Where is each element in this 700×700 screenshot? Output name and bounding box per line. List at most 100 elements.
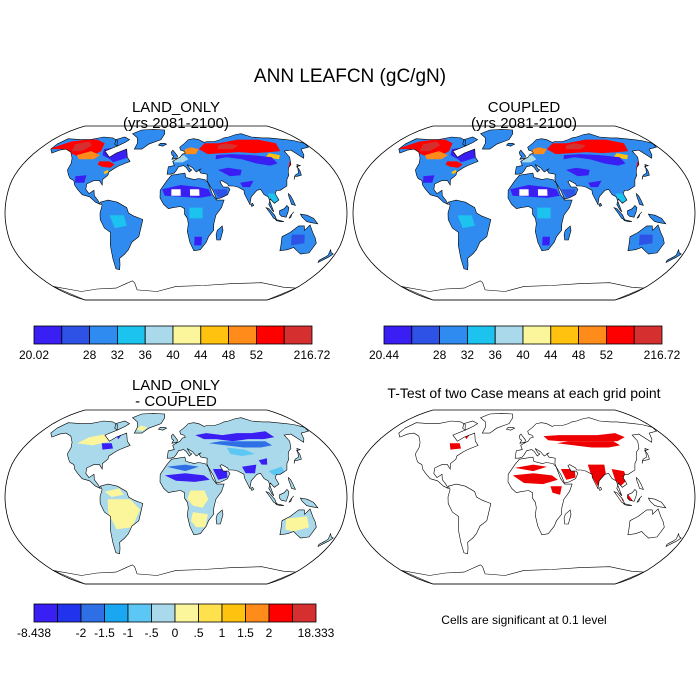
value-region [217,143,238,150]
value-region [104,488,124,497]
colorbar-swatch [439,325,468,345]
colorbar-swatch [283,325,313,345]
colorbar-swatch [550,325,579,345]
coastline-borneo [627,488,638,502]
value-region [537,207,551,219]
colorbar-swatch [127,603,152,623]
coastline-baffin [462,136,479,147]
value-region [71,141,93,152]
land-philippines [288,193,296,206]
value-region [71,449,92,463]
value-region [615,193,627,203]
value-region [519,189,529,196]
colorbar-tick-label: 216.72 [644,348,681,362]
value-region [543,433,625,442]
colorbar-tick-label: 28 [83,348,97,362]
land-sumatra [266,207,277,220]
coastline-borneo [279,488,290,502]
value-region [531,147,547,155]
value-region [189,207,203,219]
coastline-philippines [635,476,644,490]
land-north-america [398,137,479,205]
land-sumatra [614,491,625,504]
coastline-japan [293,448,302,464]
coastline-sri-lanka [598,202,603,207]
colorbar-swatch [200,325,230,345]
value-region [171,189,181,196]
map-border [4,409,348,585]
value-region [190,512,208,528]
colorbar-swatch [174,603,199,623]
value-region [209,441,273,448]
land-borneo [279,205,289,218]
colorbar-swatch [117,325,146,345]
colorbar-tick-label: 36 [489,348,503,362]
value-region [267,193,279,203]
land-japan [642,448,650,464]
value-region [566,167,590,177]
coastline-greenland [480,129,514,150]
coastline-sulawesi [636,495,643,503]
coastline-africa [507,456,573,536]
coastline-australia [279,224,317,255]
land-australia [627,508,665,538]
coastline-greenland [132,129,166,150]
coastline-sri-lanka [250,486,255,491]
colorbar-tick-label: 20.44 [369,348,399,362]
coastline-sulawesi [288,211,295,219]
coastline-africa [159,172,225,252]
land-japan [294,448,302,464]
land-new-guinea [648,214,666,224]
coastline-sri-lanka [598,486,603,491]
colorbar-swatch [292,603,317,623]
coastline-north-america [398,420,479,490]
figure-title: ANN LEAFCN (gC/gN) [254,66,446,87]
coastline-eurasia [514,133,657,213]
land-south-america [100,200,143,270]
coastline-philippines [287,192,296,206]
land-north-america [398,421,479,489]
land-antarctica [401,564,644,584]
colorbar-swatch [383,325,413,345]
colorbar-tick-label: 32 [461,348,475,362]
coastline-new-zealand [665,532,682,548]
coastline-north-america [50,420,131,490]
colorbar-tick-label: 40 [516,348,530,362]
coastline-australia [627,224,665,255]
colorbar-tick-label: 18.333 [298,626,335,640]
colorbar-tick-label: 28 [433,348,447,362]
map-land-only [4,125,348,301]
value-region [194,236,202,246]
value-region [240,180,254,188]
value-region [561,189,576,198]
land-new-guinea [300,498,318,508]
coastline-africa [159,456,225,536]
coastline-new-guinea [299,497,319,509]
coastline-north-america [50,136,131,206]
colorbar-tick-label: 32 [111,348,125,362]
colorbar-swatch [228,325,257,345]
coastline-great-britain [170,149,178,160]
land-new-guinea [648,498,666,508]
colorbar-tick-label: 52 [600,348,614,362]
colorbar-land-only: 20.02 28 32 36 40 44 48 52 216.72 [19,325,331,362]
value-region [550,486,562,495]
colorbar-swatch [89,325,118,345]
colorbar-swatch [33,603,58,623]
coastline-eurasia [166,417,309,497]
map-border [352,125,696,301]
colorbar-swatch [144,325,174,345]
colorbar-tick-label: 44 [194,348,208,362]
value-region [242,464,257,474]
coastline-sulawesi [288,495,295,503]
coastline-new-zealand [317,532,334,548]
colorbar-swatch [466,325,496,345]
value-region [512,473,558,485]
value-region [546,139,629,155]
land-great-britain [171,434,178,444]
coastline-iceland [505,143,516,147]
colorbar-swatch [221,603,246,623]
value-region [103,169,109,175]
coastline-great-britain [170,433,178,444]
value-region [109,215,127,229]
